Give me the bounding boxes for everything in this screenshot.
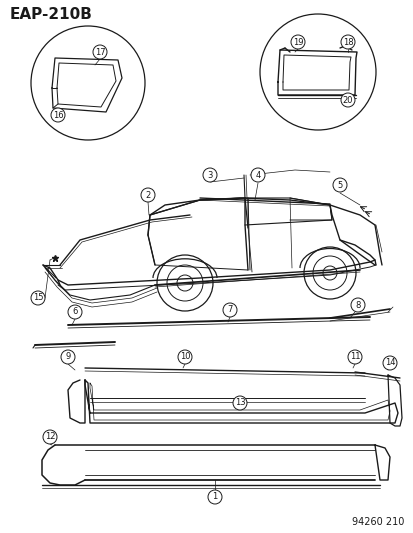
- Text: 12: 12: [45, 432, 55, 441]
- Text: 3: 3: [207, 171, 212, 180]
- Text: 8: 8: [354, 301, 360, 310]
- Circle shape: [259, 14, 375, 130]
- Text: 1: 1: [212, 492, 217, 502]
- Circle shape: [290, 35, 304, 49]
- Circle shape: [347, 350, 361, 364]
- Circle shape: [340, 35, 354, 49]
- Text: 5: 5: [337, 181, 342, 190]
- Text: 4: 4: [255, 171, 260, 180]
- Text: 19: 19: [292, 37, 302, 46]
- Circle shape: [31, 26, 145, 140]
- Text: EAP-210B: EAP-210B: [10, 6, 93, 21]
- Circle shape: [350, 298, 364, 312]
- Text: 9: 9: [65, 352, 71, 361]
- Circle shape: [382, 356, 396, 370]
- Text: 15: 15: [33, 294, 43, 303]
- Circle shape: [93, 45, 107, 59]
- Text: 7: 7: [227, 305, 232, 314]
- Text: 6: 6: [72, 308, 78, 317]
- Text: 16: 16: [52, 110, 63, 119]
- Circle shape: [250, 168, 264, 182]
- Circle shape: [31, 291, 45, 305]
- Text: 14: 14: [384, 359, 394, 367]
- Circle shape: [207, 490, 221, 504]
- Circle shape: [233, 396, 247, 410]
- Circle shape: [223, 303, 236, 317]
- Text: 94260 210: 94260 210: [351, 517, 403, 527]
- Text: 10: 10: [179, 352, 190, 361]
- Circle shape: [43, 430, 57, 444]
- Text: 18: 18: [342, 37, 352, 46]
- Circle shape: [332, 178, 346, 192]
- Text: 11: 11: [349, 352, 359, 361]
- Circle shape: [51, 108, 65, 122]
- Circle shape: [61, 350, 75, 364]
- Text: 17: 17: [95, 47, 105, 56]
- Circle shape: [340, 93, 354, 107]
- Circle shape: [68, 305, 82, 319]
- Circle shape: [178, 350, 192, 364]
- Circle shape: [202, 168, 216, 182]
- Text: 20: 20: [342, 95, 352, 104]
- Text: 13: 13: [234, 399, 245, 408]
- Text: 2: 2: [145, 190, 150, 199]
- Circle shape: [141, 188, 154, 202]
